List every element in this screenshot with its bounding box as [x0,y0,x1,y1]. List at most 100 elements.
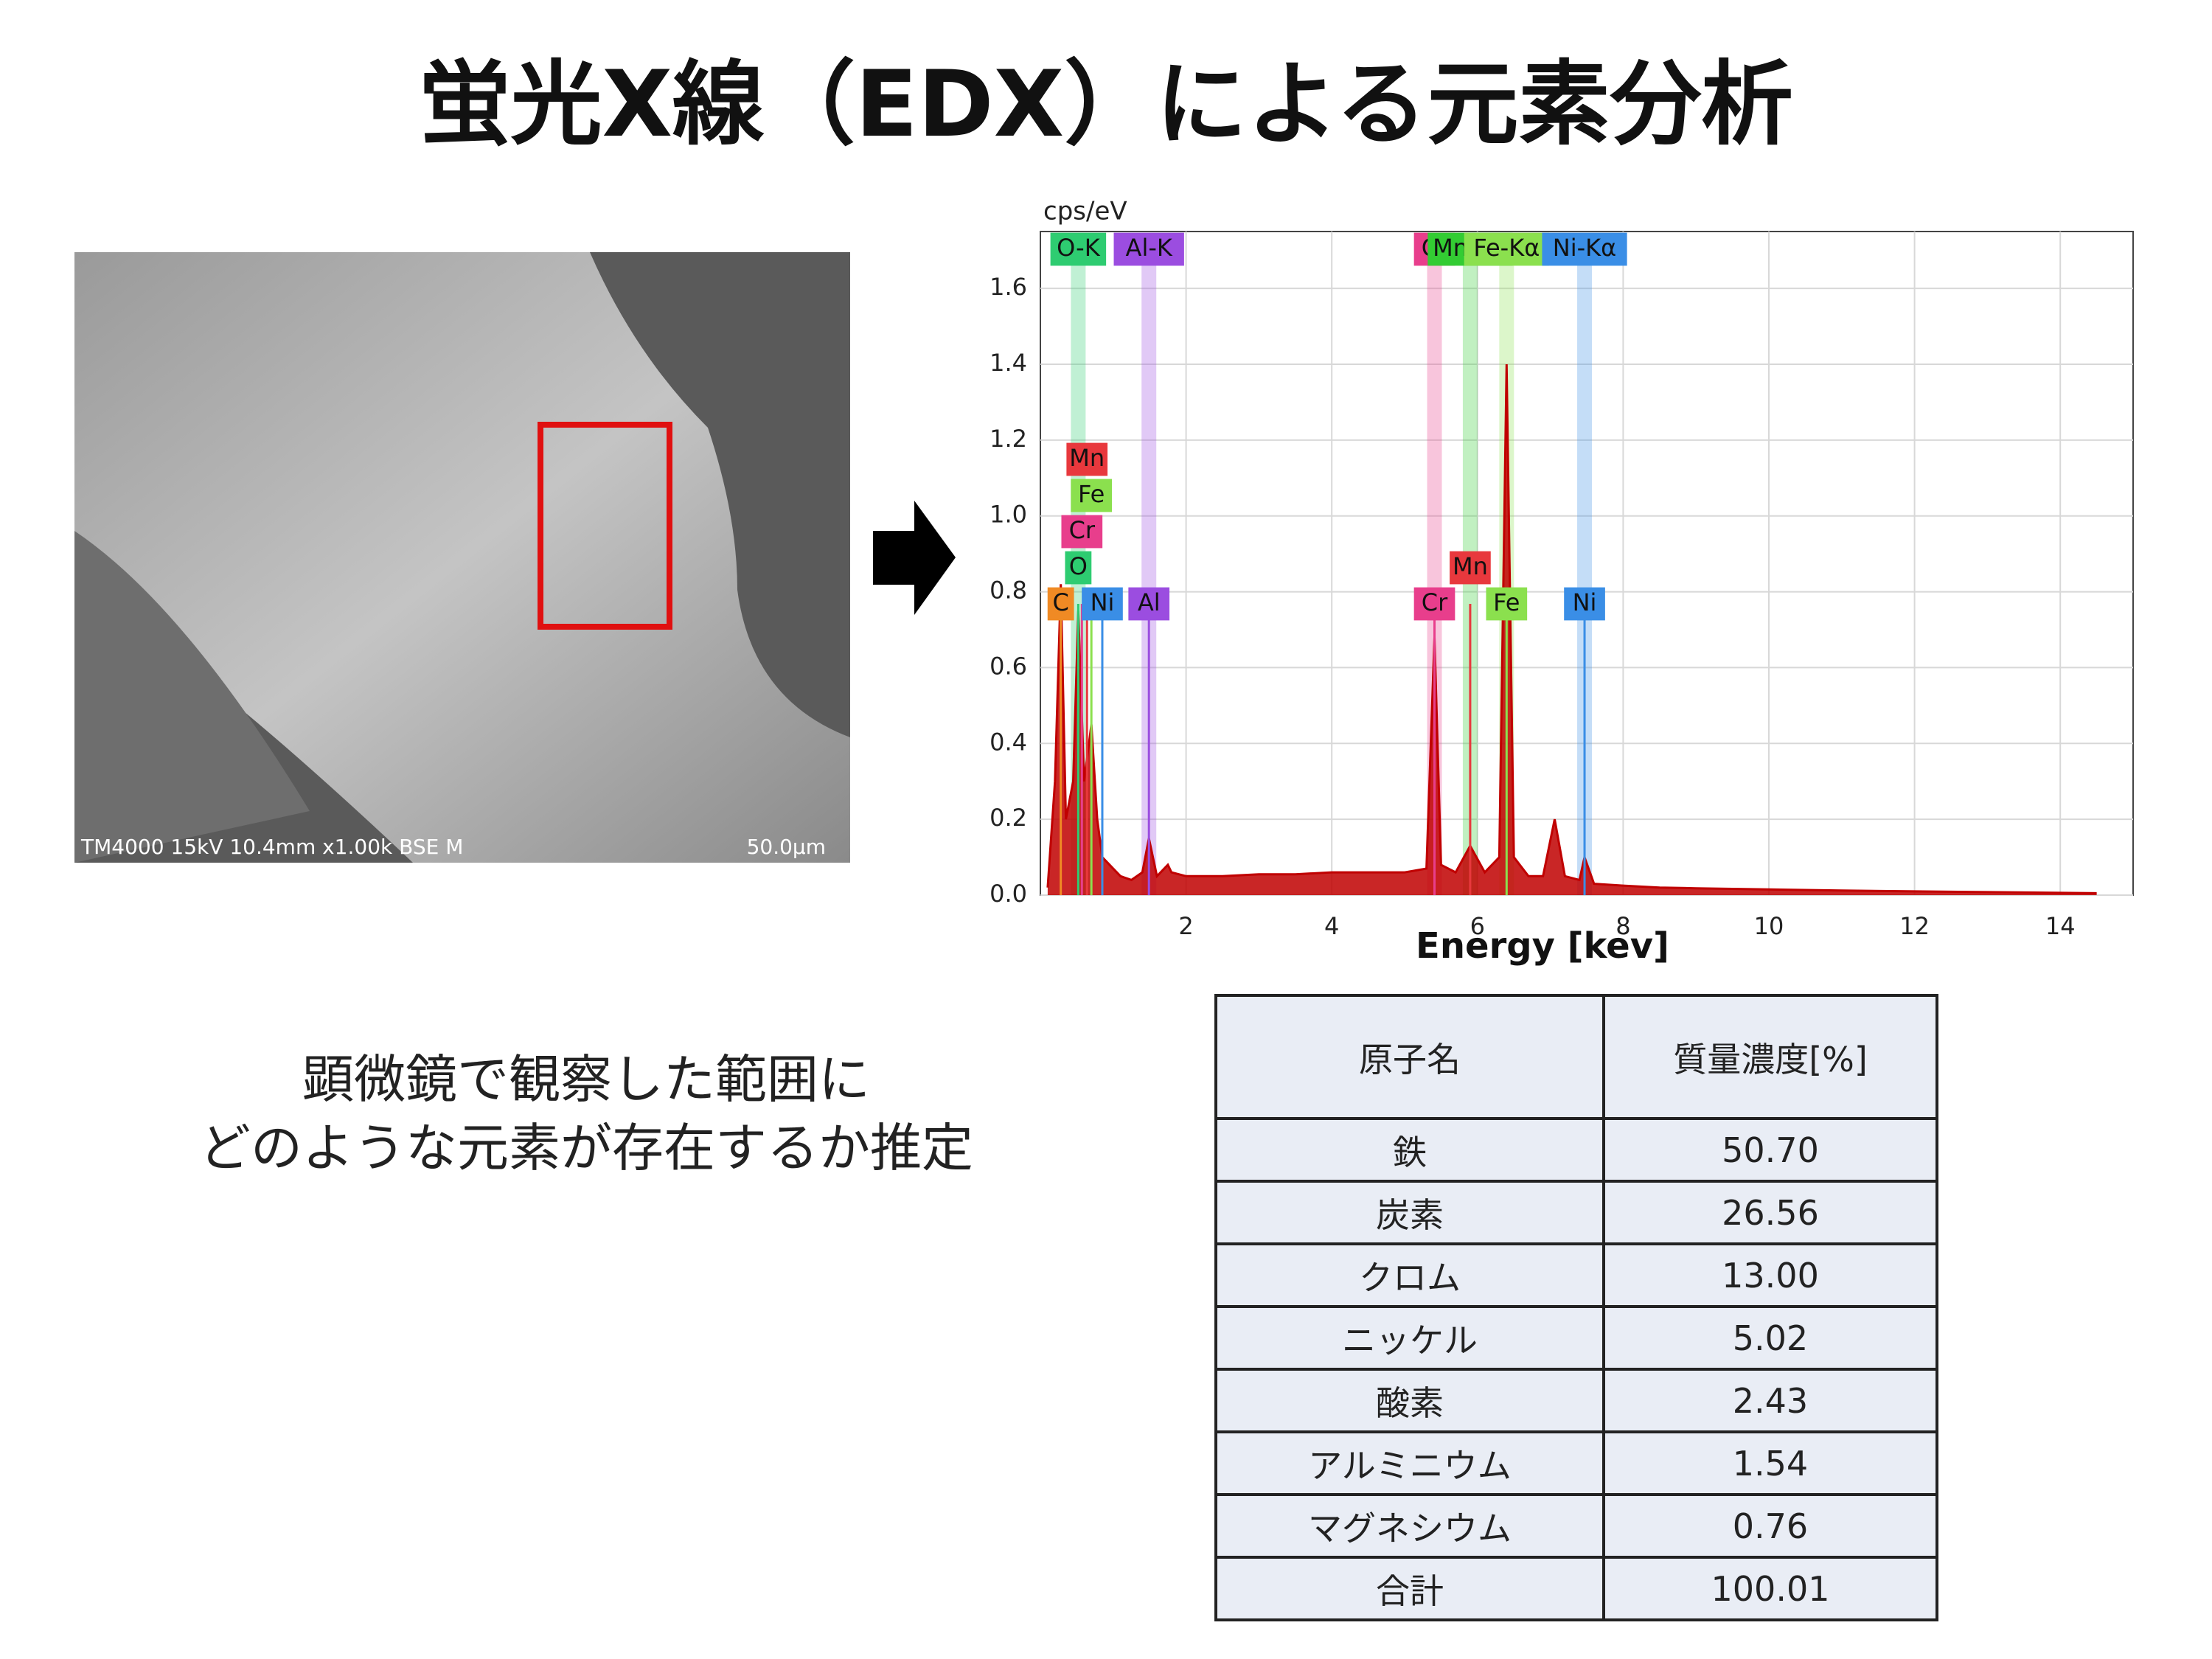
label-text: Al-K [1126,234,1173,262]
label-text: O [1069,552,1088,580]
peak-label: Al [1128,587,1170,621]
label-box [1071,479,1112,512]
sem-shadow [74,531,310,863]
label-text: Ni [1573,588,1597,616]
element-cell: 酸素 [1214,1368,1605,1433]
element-cell: 炭素 [1214,1180,1605,1245]
value-cell: 100.01 [1602,1556,1938,1621]
peak-label: Fe [1486,587,1528,621]
value-cell: 2.43 [1602,1368,1938,1433]
y-tick-label: 1.6 [990,273,1027,301]
label-box [1082,587,1123,621]
element-cell: 鉄 [1214,1117,1605,1183]
table-row: マグネシウム 0.76 [1214,1493,1938,1559]
label-box [1128,587,1170,621]
spectrum-line [1046,364,2097,894]
peak-label: Cr [1061,515,1103,549]
value-cell: 5.02 [1602,1305,1938,1371]
marker-band [1577,265,1593,895]
element-cell: 合計 [1214,1556,1605,1621]
x-tick-label: 14 [2045,912,2076,940]
sem-caption: TM4000 15kV 10.4mm x1.00k BSE M [80,835,463,859]
value-cell: 50.70 [1602,1117,1938,1183]
label-box [1542,232,1627,266]
label-box [1047,587,1074,621]
value-cell: 13.00 [1602,1242,1938,1308]
value-cell: 0.76 [1602,1493,1938,1559]
sem-image: TM4000 15kV 10.4mm x1.00k BSE M 50.0μm [74,252,850,863]
label-text: Mn [1069,444,1105,472]
header-cell: 原子名 [1214,994,1605,1120]
arrow [873,501,956,615]
table-row: 鉄 50.70 [1214,1117,1938,1183]
element-cell: アルミニウム [1214,1430,1605,1496]
x-tick-label: 2 [1178,912,1193,940]
x-tick-label: 10 [1754,912,1784,940]
label-text: Ni [1091,588,1115,616]
y-tick-label: 0.6 [990,652,1027,680]
peak-label: Fe-Kα [1464,232,1549,266]
description-line: 顕微鏡で観察した範囲に [302,1049,870,1110]
y-tick-label: 0.2 [990,804,1027,832]
y-tick-label: 1.2 [990,425,1027,453]
label-box [1065,551,1092,585]
peak-label: O-K [1050,232,1107,266]
label-box [1464,232,1549,266]
label-text: Mn [1453,552,1488,580]
peak-label: Ni [1564,587,1605,621]
marker-band [1141,265,1157,895]
label-box [1050,232,1107,266]
analysis-area [538,422,672,630]
description-line: どのような元素が存在するか推定 [199,1118,973,1178]
label-text: Cr [1422,588,1448,616]
table-row: ニッケル 5.02 [1214,1305,1938,1371]
header-cell: 質量濃度[%] [1602,994,1938,1120]
label-box [1486,587,1528,621]
peak-label: Mn [1066,442,1108,476]
y-tick-label: 0.8 [990,577,1027,605]
spectrum-chart: 0.0 0.2 0.4 0.6 0.8 1.0 1.2 1.4 1.6 2 4 6 8 10 12 14 cps… [990,197,2134,967]
peak-label: Cr [1413,587,1455,621]
slide-title: 蛍光X線（EDX）による元素分析 [419,52,1792,158]
element-cell: クロム [1214,1242,1605,1308]
label-box [1413,587,1455,621]
y-tick-label: 0.0 [990,880,1027,908]
table-row: アルミニウム 1.54 [1214,1430,1938,1496]
table-row: 酸素 2.43 [1214,1368,1938,1433]
table-row: 炭素 26.56 [1214,1180,1938,1245]
y-tick-label: 0.4 [990,728,1027,756]
x-tick-label: 12 [1899,912,1930,940]
label-text: O-K [1057,234,1101,262]
y-tick-label: 1.4 [990,349,1027,377]
plot-area [1040,231,2134,896]
value-cell: 26.56 [1602,1180,1938,1245]
x-tick-label: 6 [1470,912,1485,940]
table-row: 合計 100.01 [1214,1556,1938,1621]
x-tick-label: 8 [1615,912,1630,940]
label-text: C [1052,588,1068,616]
peak-label: Fe [1071,479,1112,512]
peak-label: Mn [1450,551,1491,585]
peak-label: Ni [1082,587,1123,621]
x-tick-label: 4 [1324,912,1339,940]
label-text: Ni-Kα [1553,234,1616,262]
table-row: クロム 13.00 [1214,1242,1938,1308]
label-text: Fe [1078,480,1105,508]
peak-label: O [1065,551,1092,585]
label-text: Fe [1493,588,1520,616]
peak-label: Al-K [1113,232,1184,266]
label-text: Al [1138,588,1161,616]
label-box [1450,551,1491,585]
label-box [1113,232,1184,266]
sem-sample [74,252,850,863]
composition-table: 原子名 質量濃度[%] 鉄 50.70 炭素 26.56 クロム 13.00 ニッケル 5.0… [1214,994,1938,1621]
y-tick-label: 1.0 [990,501,1027,529]
table-header: 原子名 質量濃度[%] [1214,994,1938,1120]
y-axis-label: cps/eV [1043,197,1127,226]
label-box [1564,587,1605,621]
peak-label: Ni-Kα [1542,232,1627,266]
value-cell: 1.54 [1602,1430,1938,1496]
sem-scale: 50.0μm [747,835,826,859]
element-cell: ニッケル [1214,1305,1605,1371]
